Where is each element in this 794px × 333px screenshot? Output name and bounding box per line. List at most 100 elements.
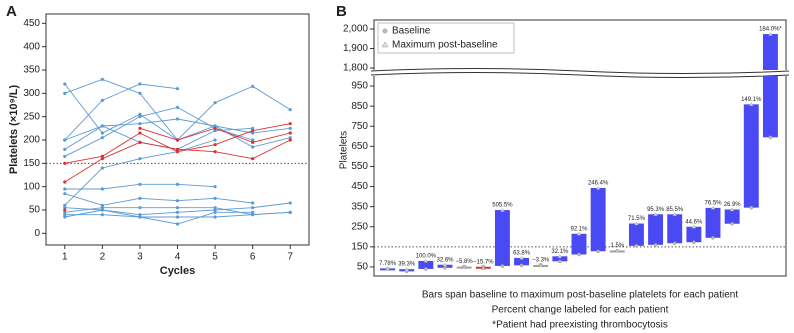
maximum-marker [614,248,620,253]
data-point [138,91,142,95]
data-point [63,187,67,191]
data-point [251,210,255,214]
data-point [175,105,180,109]
data-point [138,196,142,200]
data-point [213,124,217,128]
maximum-marker [729,207,735,212]
data-point [251,140,255,144]
percent-label: 32.1% [551,249,569,255]
baseline-marker [577,252,581,257]
data-point [100,213,104,217]
range-bar [705,207,721,238]
percent-label: 44.6% [685,219,703,225]
baseline-marker [596,249,600,254]
x-tick-label: 3 [137,252,143,263]
data-point [213,150,217,154]
data-point [288,122,292,126]
y-tick-label: 550 [351,161,368,172]
maximum-marker [538,263,544,268]
data-point [138,157,142,161]
y-tick-label: 1,800 [343,63,368,74]
data-point [63,180,67,184]
percent-label: 246.4% [588,181,609,187]
data-point [288,126,292,130]
baseline-marker [424,267,428,271]
baseline-marker [653,243,658,247]
percent-label: 100.0% [416,254,437,260]
range-bar [628,223,644,246]
data-point [213,206,217,210]
maximum-marker [768,32,773,36]
y-tick-label: 250 [351,221,368,232]
data-point [213,185,217,189]
data-point [213,101,217,105]
baseline-marker [730,221,734,226]
range-bar [762,76,778,138]
baseline-marker [672,241,677,246]
axis-break [370,68,790,78]
data-point [213,208,217,212]
maximum-marker [595,186,601,190]
y-tick-label: 50 [29,205,41,216]
data-point [63,215,67,219]
percent-label: 1.5% [610,243,624,249]
range-bar [552,256,568,262]
data-point [213,196,217,200]
data-point [100,98,104,102]
range-bar [743,104,759,208]
data-point [63,208,67,212]
percent-label: 95.3% [647,207,665,213]
y-tick-label: 100 [23,181,40,192]
percent-label: −15.7% [473,259,494,265]
data-point [213,143,217,147]
caption: Percent change labeled for each patient [492,305,669,316]
data-point [100,131,104,135]
data-point [63,138,67,142]
percent-label: 76.5% [704,200,722,206]
x-tick-label: 5 [212,252,218,263]
data-point [288,210,292,214]
y-tick-label: 450 [351,181,368,192]
range-bar [590,187,606,252]
baseline-marker [443,265,447,270]
x-tick-label: 1 [62,252,68,263]
maximum-marker [442,262,448,267]
data-point [63,206,67,210]
baseline-marker [558,259,562,264]
y-tick-label: 250 [23,111,40,122]
data-point [288,138,292,142]
y-tick-label: 350 [23,65,40,76]
data-point [100,166,104,170]
maximum-marker [480,266,486,271]
maximum-marker [576,231,582,236]
plot-frame [45,13,310,246]
percent-label: −5.8% [456,259,474,265]
data-point [288,131,292,135]
maximum-marker [653,212,658,216]
data-point [175,210,180,214]
y-tick-label: 750 [351,121,368,132]
data-point [63,213,67,217]
maximum-marker [748,102,754,107]
maximum-marker [672,212,678,216]
data-point [138,112,142,116]
maximum-marker [461,265,467,269]
range-bar [418,260,434,269]
data-point [138,213,142,217]
percent-label: 39.3% [398,262,416,268]
caption: *Patient had preexisting thrombocytosis [492,320,668,331]
data-point [175,222,180,226]
legend-marker [382,28,388,34]
x-tick-label: 6 [250,252,256,263]
data-point [138,126,142,130]
data-point [175,117,180,121]
data-point [138,206,142,210]
baseline-marker [500,264,505,268]
caption: Bars span baseline to maximum post-basel… [422,290,739,301]
legend-marker [381,41,389,48]
percent-label: 505.5% [492,203,513,209]
y-tick-label: 150 [23,158,40,169]
data-point [63,154,67,158]
percent-label: 71.5% [628,216,646,222]
